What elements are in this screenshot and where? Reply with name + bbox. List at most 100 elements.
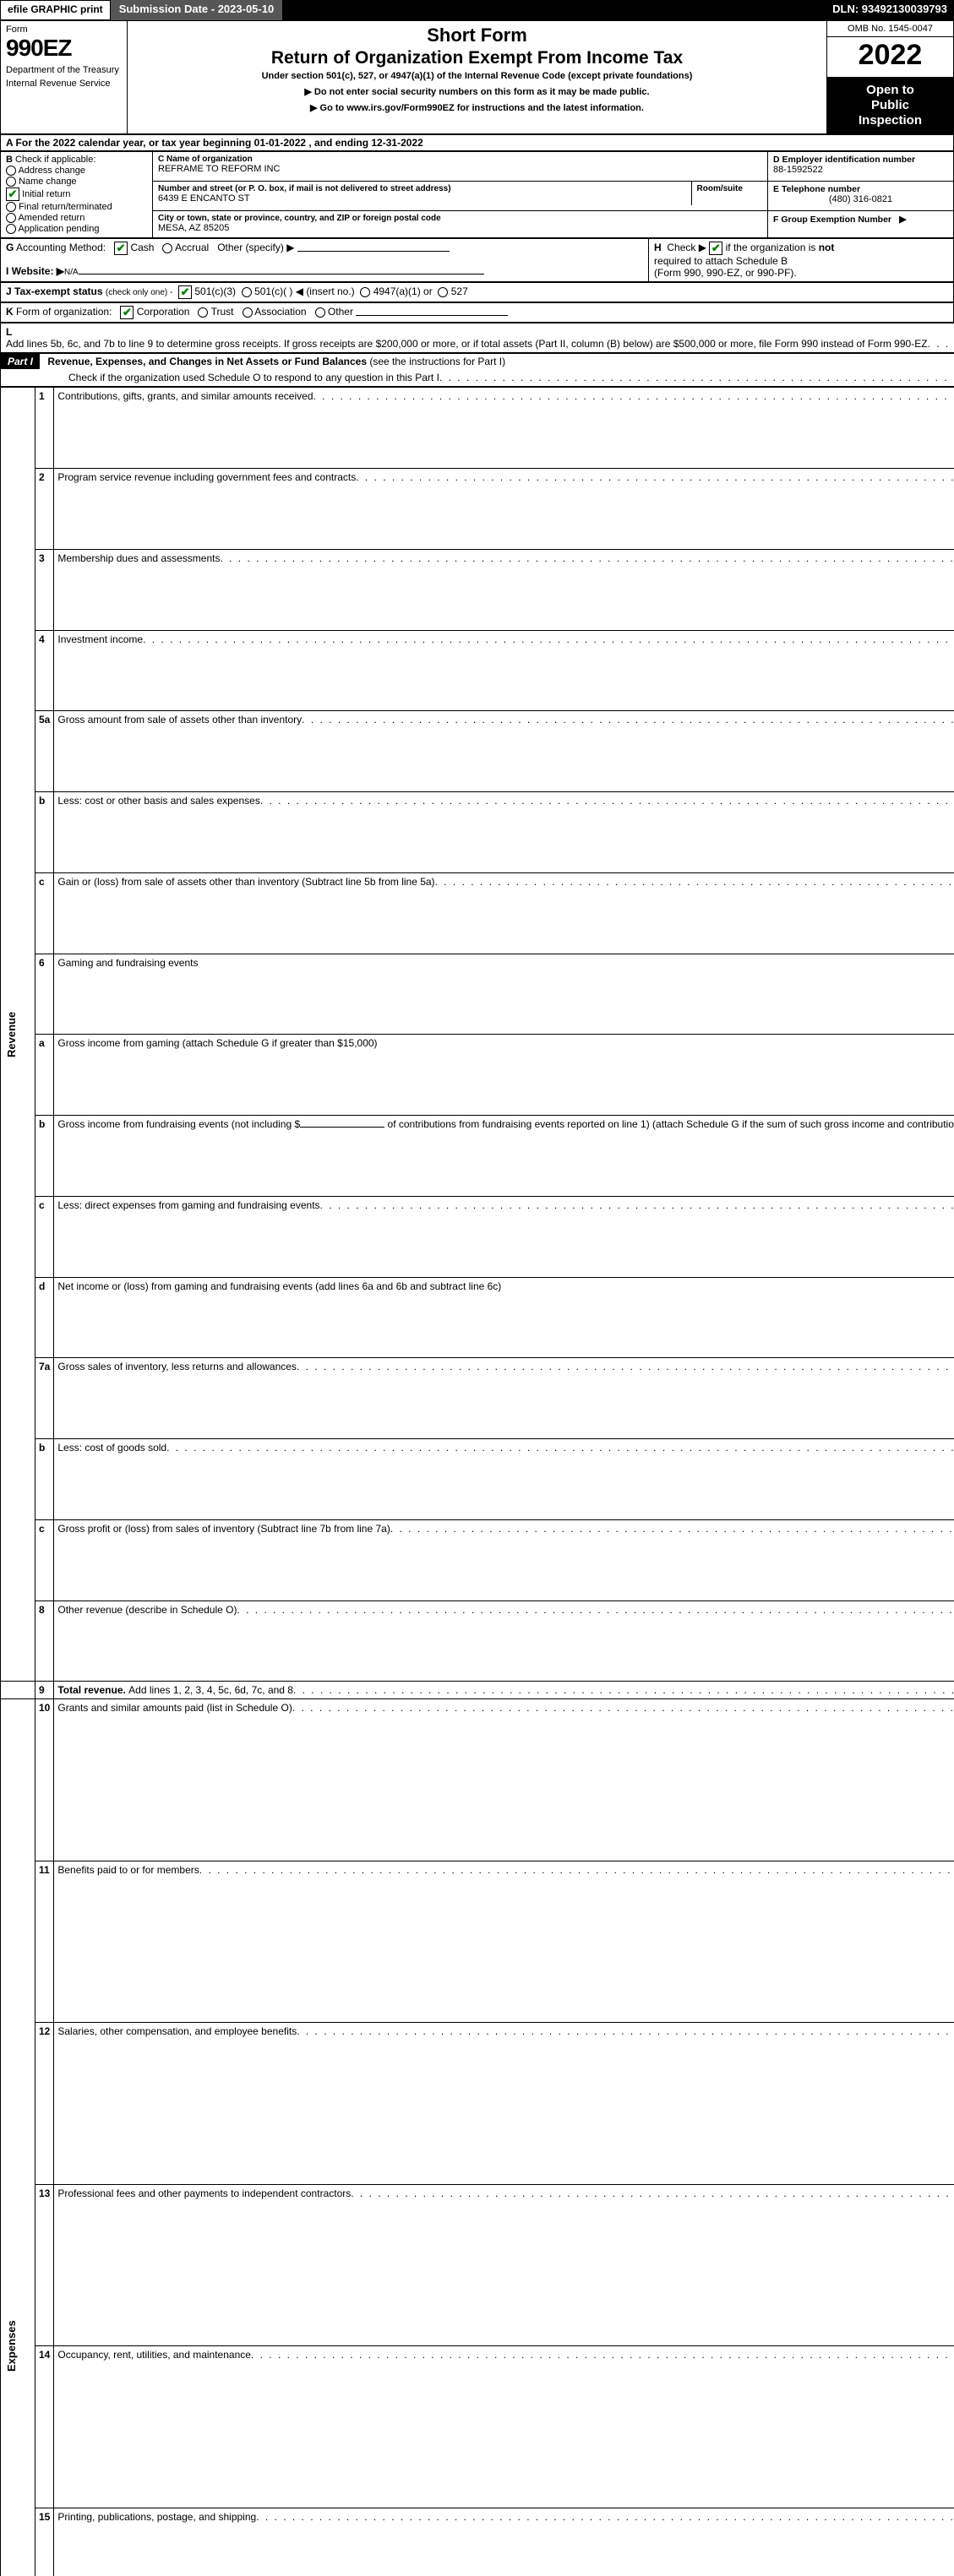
omb-year-cell: OMB No. 1545-0047 2022 — [827, 21, 954, 78]
cb-schedule-b[interactable]: ✔ — [709, 242, 722, 255]
cb-name-change[interactable]: Name change — [6, 177, 147, 187]
open-to-public-badge: Open to Public Inspection — [827, 78, 953, 133]
open-public-cell: Open to Public Inspection — [827, 78, 954, 134]
part-1-bar: Part I — [1, 354, 40, 369]
group-exemption-cell: F Group Exemption Number ▶ — [768, 210, 954, 238]
cb-association[interactable] — [243, 307, 253, 318]
part-1-header: Part I Revenue, Expenses, and Changes in… — [0, 353, 954, 387]
org-name-cell: C Name of organization REFRAME TO REFORM… — [153, 152, 768, 182]
line-5a: 5a Gross amount from sale of assets othe… — [1, 711, 954, 792]
line-14: 14 Occupancy, rent, utilities, and maint… — [1, 2346, 954, 2508]
address-cell: Number and street (or P. O. box, if mail… — [153, 181, 768, 210]
check-if-applicable: Check if applicable: — [15, 155, 95, 165]
line-6c: c Less: direct expenses from gaming and … — [1, 1196, 954, 1277]
schedule-o-check-line: Check if the organization used Schedule … — [68, 372, 439, 383]
telephone-value: (480) 316-0821 — [773, 194, 948, 204]
line-6b: b Gross income from fundraising events (… — [1, 1116, 954, 1197]
tax-year: 2022 — [827, 37, 953, 77]
omb-number: OMB No. 1545-0047 — [827, 21, 953, 37]
cb-trust[interactable] — [198, 307, 208, 318]
calendar-year-line: A For the 2022 calendar year, or tax yea… — [1, 135, 954, 151]
line-8: 8 Other revenue (describe in Schedule O)… — [1, 1600, 954, 1682]
cb-final-return[interactable]: Final return/terminated — [6, 202, 147, 212]
schedule-b-check: H Check ▶ ✔ if the organization is not r… — [649, 239, 954, 282]
submission-date: Submission Date - 2023-05-10 — [111, 0, 283, 20]
row-j-label: J — [6, 286, 12, 298]
cb-cash[interactable]: ✔ — [114, 242, 128, 255]
website-value: N/A — [64, 268, 79, 277]
ein-cell: D Employer identification number 88-1592… — [768, 152, 954, 182]
line-3: 3 Membership dues and assessments 30 — [1, 549, 954, 630]
row-l-label: L — [6, 326, 12, 338]
col-b-label: B — [6, 155, 13, 165]
line-6d: d Net income or (loss) from gaming and f… — [1, 1277, 954, 1358]
revenue-vlabel: Revenue — [4, 390, 19, 1678]
expenses-vlabel: Expenses — [4, 1702, 19, 2576]
cb-accrual[interactable] — [162, 243, 172, 253]
form-title: Return of Organization Exempt From Incom… — [134, 48, 820, 68]
efile-print-button[interactable]: efile GRAPHIC print — [0, 0, 111, 20]
cb-corporation[interactable]: ✔ — [120, 306, 134, 319]
line-5b: b Less: cost or other basis and sales ex… — [1, 792, 954, 873]
cb-amended-return[interactable]: Amended return — [6, 213, 147, 223]
line-6a: a Gross income from gaming (attach Sched… — [1, 1035, 954, 1116]
city-label: City or town, state or province, country… — [158, 214, 441, 223]
cb-501c3[interactable]: ✔ — [178, 285, 192, 299]
form-header: Form 990EZ Department of the Treasury In… — [0, 20, 954, 134]
telephone-cell: E Telephone number (480) 316-0821 — [768, 181, 954, 210]
row-i-label: I — [6, 265, 8, 277]
line-5c: c Gain or (loss) from sale of assets oth… — [1, 872, 954, 954]
row-k-label: K — [6, 307, 14, 318]
arrow-icon: ▶ — [899, 215, 906, 225]
line-10: Expenses 10 Grants and similar amounts p… — [1, 1699, 954, 1861]
topbar-spacer — [282, 0, 826, 20]
row-g-h: G Accounting Method: ✔ Cash Accrual Othe… — [0, 238, 954, 282]
line-11: 11 Benefits paid to or for members 11 — [1, 1861, 954, 2023]
ssn-warning: ▶ Do not enter social security numbers o… — [134, 86, 820, 97]
line-12: 12 Salaries, other compensation, and emp… — [1, 2023, 954, 2185]
ein-value: 88-1592522 — [773, 165, 823, 175]
line-7c: c Gross profit or (loss) from sales of i… — [1, 1519, 954, 1600]
dln-number: DLN: 93492130039793 — [826, 0, 954, 20]
cb-application-pending[interactable]: Application pending — [6, 224, 147, 234]
addr-label: Number and street (or P. O. box, if mail… — [158, 184, 451, 193]
street-address: 6439 E ENCANTO ST — [158, 193, 250, 204]
line-6: 6 Gaming and fundraising events — [1, 954, 954, 1035]
room-suite-label: Room/suite — [697, 184, 743, 193]
form-subtitle: Under section 501(c), 527, or 4947(a)(1)… — [134, 71, 820, 81]
part-1-lines: Revenue 1 Contributions, gifts, grants, … — [0, 387, 954, 2576]
cb-501c[interactable] — [242, 287, 252, 297]
line-2: 2 Program service revenue including gove… — [1, 469, 954, 550]
cb-527[interactable] — [438, 287, 448, 297]
row-k: K Form of organization: ✔ Corporation Tr… — [0, 302, 954, 323]
form-number: 990EZ — [6, 35, 122, 62]
line-1: Revenue 1 Contributions, gifts, grants, … — [1, 388, 954, 469]
org-name: REFRAME TO REFORM INC — [158, 164, 280, 174]
row-j: J Tax-exempt status (check only one) - ✔… — [0, 282, 954, 302]
city-cell: City or town, state or province, country… — [153, 210, 768, 238]
row-l: L Add lines 5b, 6c, and 7b to line 9 to … — [0, 323, 954, 353]
col-b: B Check if applicable: Address change Na… — [1, 152, 153, 238]
cb-4947[interactable] — [360, 287, 370, 297]
line-7b: b Less: cost of goods sold 7b0 — [1, 1439, 954, 1520]
section-a-row: A For the 2022 calendar year, or tax yea… — [0, 134, 954, 151]
top-bar: efile GRAPHIC print Submission Date - 20… — [0, 0, 954, 20]
dept-treasury: Department of the Treasury — [6, 65, 122, 75]
form-id-cell: Form 990EZ Department of the Treasury In… — [1, 21, 128, 134]
dept-irs: Internal Revenue Service — [6, 79, 122, 89]
instructions-link[interactable]: ▶ Go to www.irs.gov/Form990EZ for instru… — [134, 102, 820, 113]
line-9: 9 Total revenue. Add lines 1, 2, 3, 4, 5… — [1, 1682, 954, 1699]
cb-address-change[interactable]: Address change — [6, 166, 147, 176]
entity-block: B Check if applicable: Address change Na… — [0, 151, 954, 238]
cb-other-org[interactable] — [315, 307, 325, 318]
city-state-zip: MESA, AZ 85205 — [158, 223, 229, 233]
form-word: Form — [6, 24, 122, 35]
line-13: 13 Professional fees and other payments … — [1, 2184, 954, 2346]
line-7a: 7a Gross sales of inventory, less return… — [1, 1358, 954, 1439]
line-4: 4 Investment income 40 — [1, 630, 954, 711]
short-form-label: Short Form — [134, 24, 820, 46]
cb-initial-return[interactable]: ✔ Initial return — [6, 187, 147, 201]
title-cell: Short Form Return of Organization Exempt… — [128, 21, 827, 134]
accounting-method: G Accounting Method: ✔ Cash Accrual Othe… — [1, 239, 649, 282]
line-15: 15 Printing, publications, postage, and … — [1, 2508, 954, 2576]
